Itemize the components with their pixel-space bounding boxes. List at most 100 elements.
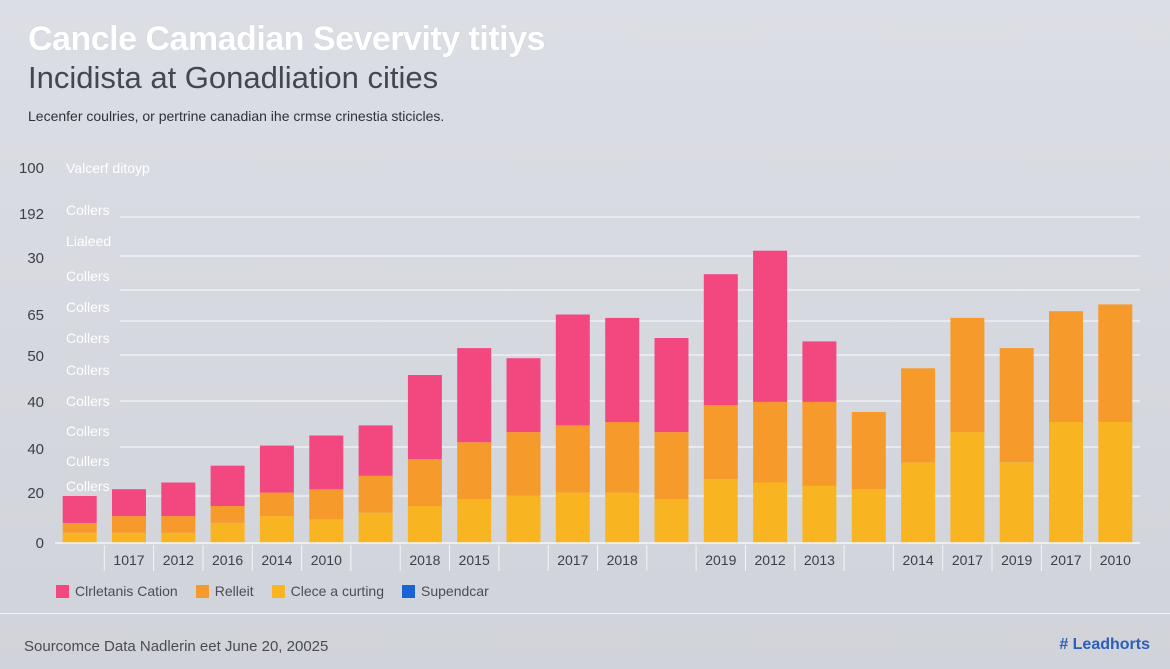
bar-segment: [999, 462, 1034, 543]
x-tick-label: 2013: [804, 552, 835, 568]
y-tick-label: 40: [27, 394, 44, 411]
bar-segment: [605, 317, 640, 423]
bar-segment: [506, 358, 541, 433]
x-tick-label: 2019: [1001, 552, 1032, 568]
chart-title: Cancle Camadian Severvity titiys: [28, 20, 545, 58]
footer-divider: [0, 613, 1170, 614]
bar-segment: [407, 375, 442, 459]
bar-segment: [753, 250, 788, 402]
bar-segment: [654, 432, 689, 500]
legend-swatch: [271, 584, 285, 598]
legend-swatch: [402, 584, 416, 598]
legend-swatch: [56, 584, 69, 598]
axis-annotation: Cullers: [66, 453, 110, 469]
x-tick-label: 2010: [311, 552, 342, 568]
bar-segment: [555, 425, 590, 493]
bar-segment: [62, 522, 97, 533]
bar-segment: [62, 496, 97, 523]
bar-segment: [753, 401, 788, 483]
bar-segment: [210, 506, 245, 523]
x-tick-label: 2018: [409, 552, 440, 568]
x-tick-label: 2017: [557, 552, 588, 568]
legend-label: Supendcar: [421, 583, 489, 599]
bar-segment: [1098, 304, 1133, 422]
bar-segment: [851, 412, 886, 490]
legend-label: Clece a curting: [290, 583, 385, 599]
bar-segment: [358, 425, 393, 476]
bar-segment: [654, 499, 689, 543]
axis-annotation: Collers: [66, 299, 110, 315]
bar-segment: [999, 348, 1034, 463]
y-tick-label: 65: [27, 307, 44, 324]
bar-segment: [309, 519, 344, 543]
bar-segment: [161, 516, 196, 533]
bar-segment: [1049, 311, 1083, 423]
bar-segment: [62, 532, 97, 543]
x-tick-label: 2010: [1100, 552, 1131, 568]
bar-segment: [407, 459, 442, 506]
x-tick-label: 2014: [261, 552, 292, 568]
bar-segment: [457, 442, 492, 500]
x-tick-label: 2016: [212, 552, 243, 568]
source-note: Sourcomce Data Nadlerin eet June 20, 200…: [24, 638, 329, 655]
bar-segment: [851, 489, 886, 543]
axis-annotation: Collers: [66, 362, 110, 378]
bar-segment: [210, 465, 245, 506]
axis-annotation: Valcerf ditoyp: [66, 160, 150, 176]
bar-segment: [112, 489, 146, 517]
x-tick-label: 2019: [705, 552, 736, 568]
bar-segment: [703, 479, 738, 543]
bar-segment: [950, 432, 985, 543]
bar-segment: [259, 516, 294, 543]
legend-label: Relleit: [214, 583, 254, 599]
bar-segment: [358, 475, 393, 513]
bar-segment: [802, 485, 837, 543]
legend-item: Relleit: [195, 583, 254, 599]
bar-segment: [259, 492, 294, 517]
x-tick-label: 2012: [163, 552, 194, 568]
y-tick-label: 20: [27, 485, 44, 502]
y-tick-label: 0: [36, 535, 44, 552]
bar-segment: [703, 405, 738, 480]
bar-segment: [210, 522, 245, 543]
bar-segment: [901, 462, 936, 543]
bar-segment: [654, 338, 689, 433]
x-tick-label: 2015: [459, 552, 490, 568]
x-tick-label: 1017: [113, 552, 144, 568]
legend: Clrletanis Cation Relleit Clece a curting S…: [56, 583, 507, 599]
bar-segment: [506, 432, 541, 496]
bar-segment: [309, 435, 344, 490]
legend-swatch: [195, 584, 209, 598]
bar-segment: [605, 492, 640, 543]
bar-segment: [259, 445, 294, 493]
bar-segment: [161, 482, 196, 517]
bar-segment: [112, 516, 146, 533]
bar-segment: [555, 492, 590, 543]
legend-item: Supendcar: [402, 583, 489, 599]
bar-segment: [802, 401, 837, 486]
legend-label: Clrletanis Cation: [75, 583, 178, 599]
bar-segment: [605, 422, 640, 493]
y-tick-label: 192: [19, 206, 44, 223]
axis-annotation: Collers: [66, 202, 110, 218]
y-tick-label: 50: [27, 348, 44, 365]
brand-logo: # Leadhorts: [1059, 636, 1150, 653]
x-tick-label: 2017: [1050, 552, 1081, 568]
x-tick-label: 2014: [903, 552, 934, 568]
axis-annotation: Collers: [66, 423, 110, 439]
bar-segment: [161, 532, 196, 543]
bar-segment: [555, 314, 590, 426]
x-tick-label: 2018: [607, 552, 638, 568]
x-tick-label: 2017: [952, 552, 983, 568]
legend-item: Clrletanis Cation: [56, 583, 178, 599]
bar-segment: [1049, 422, 1083, 543]
axis-annotation: Lialeed: [66, 233, 111, 249]
axis-annotation: Collers: [66, 268, 110, 284]
bar-segment: [703, 274, 738, 406]
chart-description: Lecenfer coulries, or pertrine canadian …: [28, 108, 445, 124]
bar-segment: [457, 348, 492, 443]
legend-item: Clece a curting: [271, 583, 385, 599]
axis-annotation: Collers: [66, 330, 110, 346]
bar-segment: [407, 506, 442, 543]
